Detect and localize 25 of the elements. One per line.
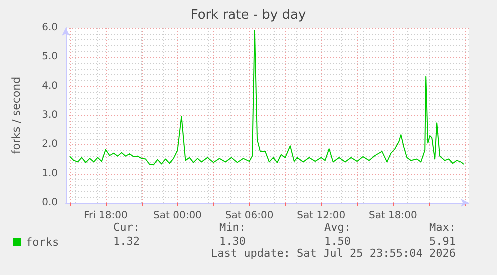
text: Last update: Sat Jul 25 23:55:04 2026 bbox=[210, 247, 456, 260]
text: Cur: bbox=[114, 221, 140, 234]
text: 5.91 bbox=[430, 235, 456, 248]
text: 1.50 bbox=[324, 235, 352, 248]
text: Avg: bbox=[324, 221, 352, 234]
chart-title: Fork rate - by day bbox=[190, 8, 306, 23]
y-tick-label: 0.0 bbox=[42, 198, 58, 208]
text: Min: bbox=[220, 221, 246, 234]
x-tick-label: Sat 00:00 bbox=[154, 210, 202, 222]
y-tick-label: 1.0 bbox=[42, 168, 58, 180]
y-tick-label: 5.0 bbox=[42, 52, 58, 63]
line-series bbox=[69, 30, 465, 166]
y-tick-label: 4.0 bbox=[42, 80, 58, 92]
x-tick-label: Sat 06:00 bbox=[225, 210, 274, 222]
x-tick-label: Sat 18:00 bbox=[368, 210, 418, 222]
x-tick-label: Sat 12:00 bbox=[297, 210, 346, 222]
legend-label: forks bbox=[26, 236, 60, 249]
y-axis-title: forks / second bbox=[10, 76, 23, 154]
x-tick-label: Fri 18:00 bbox=[84, 210, 128, 222]
y-tick-label: 2.0 bbox=[42, 139, 58, 150]
y-tick-label: 3.0 bbox=[42, 110, 58, 121]
text: Max: bbox=[430, 221, 456, 234]
text: 1.30 bbox=[220, 235, 246, 248]
y-tick-label: 6.0 bbox=[42, 22, 58, 34]
text: 1.32 bbox=[114, 235, 140, 248]
